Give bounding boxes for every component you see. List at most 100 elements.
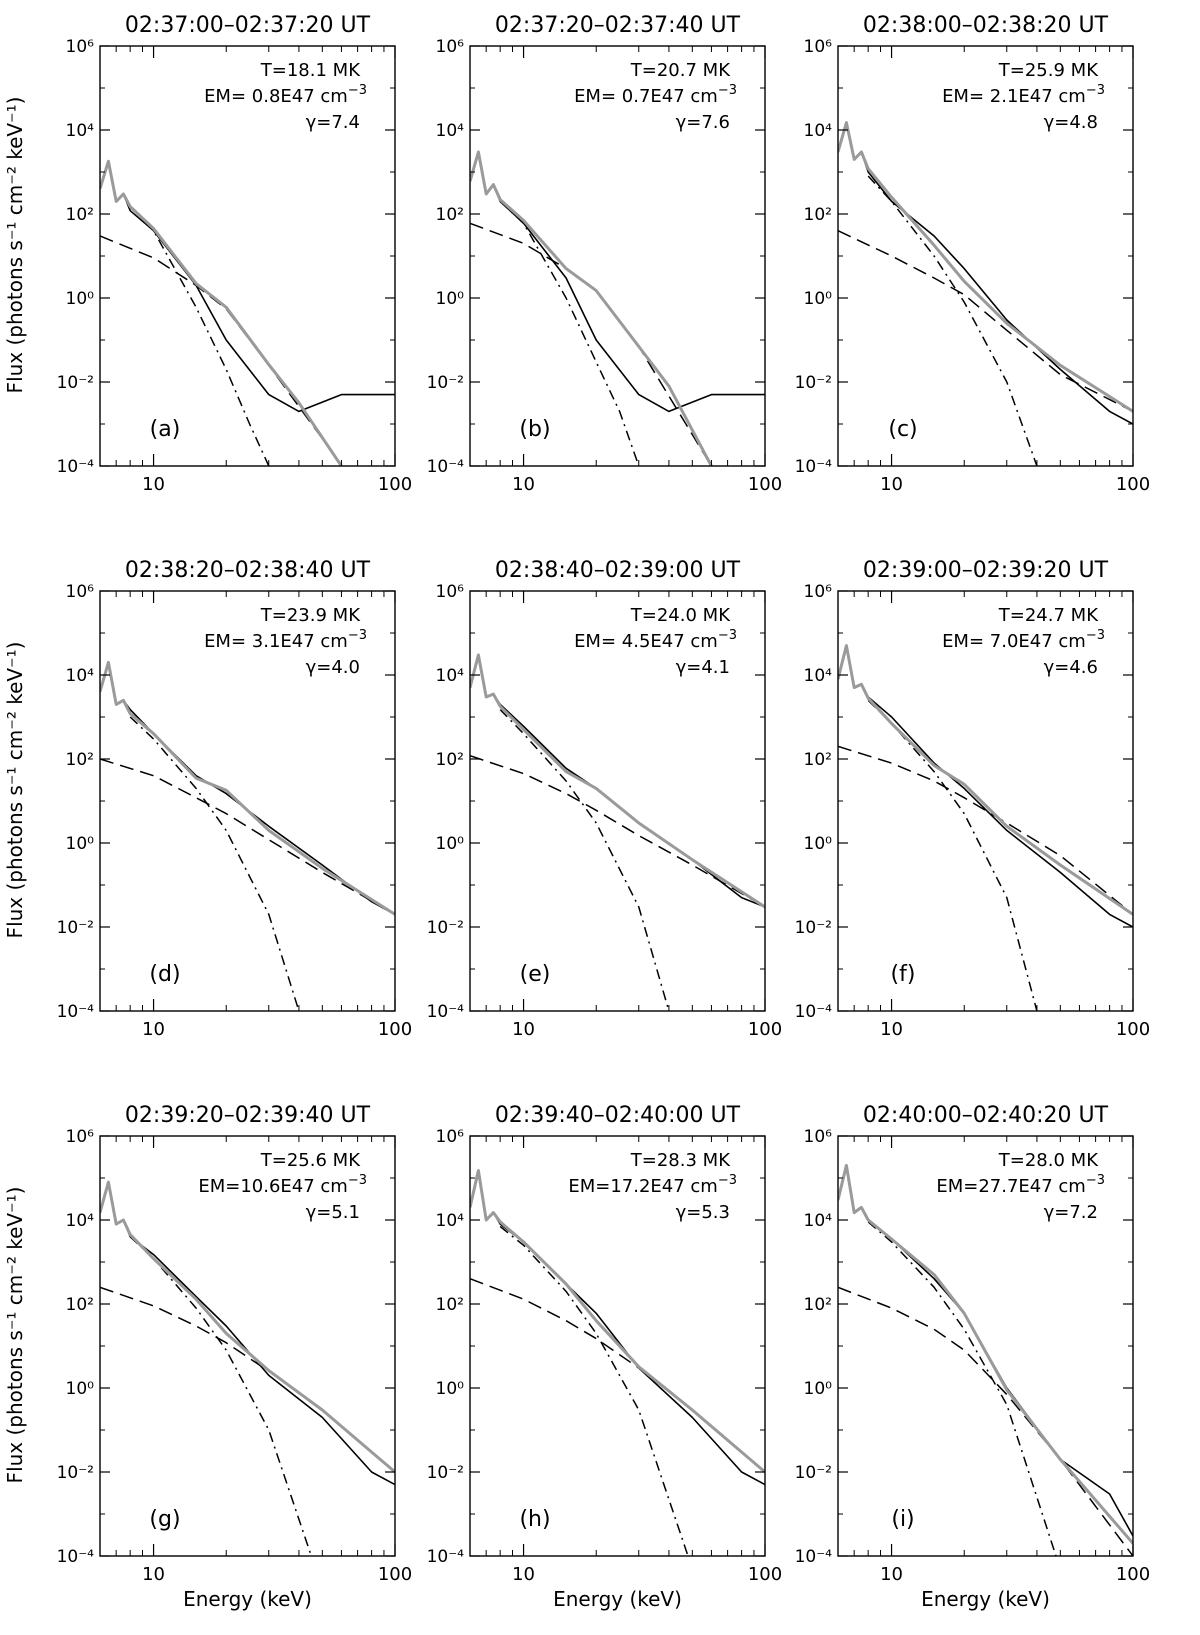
plot-area	[838, 1163, 1133, 1556]
series-line-observed	[470, 654, 765, 908]
temperature-annotation: T=23.9 MK	[260, 605, 361, 626]
plot-frame	[99, 1135, 396, 1557]
panel-label: (g)	[149, 1507, 180, 1532]
y-tick-label: 10⁰	[436, 834, 465, 854]
plot-frame	[99, 590, 396, 1012]
emission-measure-annotation: EM= 2.1E47 cm−3	[942, 83, 1105, 107]
panel-label: (h)	[519, 1507, 550, 1532]
y-tick-label: 10⁶	[804, 37, 833, 57]
series-line-observed	[838, 121, 1133, 425]
spectrum-panel: 10⁻⁴ 10⁻² 10⁰ 10² 10⁴ 10⁶ 10 100 02:40:00–02:40:…	[795, 1103, 1151, 1611]
x-tick-label: 100	[748, 474, 782, 495]
y-tick-label: 10⁴	[66, 666, 95, 686]
gamma-annotation: γ=5.3	[676, 1202, 730, 1223]
series-line-powerlaw	[470, 222, 713, 466]
y-tick-label: 10⁴	[804, 1211, 833, 1231]
series-line-total-fit	[470, 653, 765, 909]
x-tick-label: 10	[142, 1019, 165, 1040]
temperature-annotation: T=20.7 MK	[630, 60, 731, 81]
y-tick-label: 10⁶	[66, 37, 95, 57]
plot-frame	[469, 45, 766, 467]
temperature-annotation: T=24.0 MK	[630, 605, 731, 626]
y-tick-label: 10⁻²	[795, 918, 832, 938]
y-tick-label: 10⁻⁴	[795, 1547, 833, 1567]
emission-measure-annotation: EM=27.7E47 cm−3	[936, 1173, 1105, 1197]
series-line-thermal	[499, 1225, 689, 1556]
y-tick-label: 10²	[436, 750, 464, 770]
y-tick-label: 10⁻⁴	[795, 457, 833, 477]
plot-area	[100, 159, 395, 466]
y-tick-label: 10⁻²	[57, 918, 94, 938]
y-tick-label: 10⁻²	[795, 373, 832, 393]
panel-title: 02:38:40–02:39:00 UT	[495, 558, 741, 583]
series-line-observed	[100, 1181, 395, 1486]
series-line-powerlaw	[838, 1286, 1133, 1556]
panel-title: 02:38:00–02:38:20 UT	[863, 13, 1109, 38]
emission-measure-annotation: EM= 7.0E47 cm−3	[942, 628, 1105, 652]
spectrum-panel: 10⁻⁴ 10⁻² 10⁰ 10² 10⁴ 10⁶ 10 100 02:39:00–02:39:…	[795, 558, 1151, 1040]
emission-measure-annotation: EM= 0.8E47 cm−3	[204, 83, 367, 107]
x-axis-label: Energy (keV)	[553, 1587, 682, 1611]
panel-label: (f)	[891, 962, 916, 987]
panel-title: 02:39:40–02:40:00 UT	[495, 1103, 741, 1128]
x-tick-label: 10	[880, 1564, 903, 1585]
y-tick-label: 10⁻⁴	[57, 457, 95, 477]
gamma-annotation: γ=4.6	[1044, 657, 1098, 678]
series-line-total-fit	[100, 660, 395, 916]
panel-label: (e)	[520, 962, 551, 987]
y-tick-label: 10⁰	[804, 289, 833, 309]
panel-title: 02:39:20–02:39:40 UT	[125, 1103, 371, 1128]
plot-frame	[837, 45, 1134, 467]
y-tick-label: 10⁻⁴	[427, 1002, 465, 1022]
series-line-powerlaw	[470, 1277, 765, 1473]
y-tick-label: 10²	[436, 205, 464, 225]
x-tick-label: 100	[748, 1564, 782, 1585]
y-tick-label: 10⁰	[436, 1379, 465, 1399]
y-axis-label: Flux (photons s⁻¹ cm⁻² keV⁻¹)	[3, 642, 27, 939]
temperature-annotation: T=25.6 MK	[260, 1150, 361, 1171]
y-axis-label: Flux (photons s⁻¹ cm⁻² keV⁻¹)	[3, 97, 27, 394]
series-line-thermal	[129, 716, 300, 1011]
y-tick-label: 10⁴	[436, 1211, 465, 1231]
spectrum-panel: 10⁻⁴ 10⁻² 10⁰ 10² 10⁴ 10⁶ 10 100 02:38:40–02:39:…	[427, 558, 783, 1040]
emission-measure-annotation: EM=17.2E47 cm−3	[568, 1173, 737, 1197]
panel-label: (i)	[891, 1507, 914, 1532]
panel-title: 02:40:00–02:40:20 UT	[863, 1103, 1109, 1128]
emission-measure-annotation: EM=10.6E47 cm−3	[198, 1173, 367, 1197]
spectrum-panel: 10⁻⁴ 10⁻² 10⁰ 10² 10⁴ 10⁶ 10 100 02:37:20–02:37:…	[427, 13, 783, 495]
y-tick-label: 10²	[804, 1295, 832, 1315]
y-tick-label: 10⁻⁴	[57, 1002, 95, 1022]
spectrum-panel: 10⁻⁴ 10⁻² 10⁰ 10² 10⁴ 10⁶ 10 100 02:38:20–02:38:…	[57, 558, 413, 1040]
y-tick-label: 10⁴	[436, 121, 465, 141]
series-line-thermal	[499, 200, 640, 466]
spectrum-panel: 10⁻⁴ 10⁻² 10⁰ 10² 10⁴ 10⁶ 10 100 02:39:20–02:39:…	[57, 1103, 413, 1611]
spectrum-panel: 10⁻⁴ 10⁻² 10⁰ 10² 10⁴ 10⁶ 10 100 02:37:00–02:37:…	[57, 13, 413, 495]
panel-title: 02:37:20–02:37:40 UT	[495, 13, 741, 38]
series-line-observed	[100, 160, 395, 413]
gamma-annotation: γ=7.4	[306, 112, 360, 133]
gamma-annotation: γ=4.8	[1044, 112, 1098, 133]
x-tick-label: 10	[142, 474, 165, 495]
plot-area	[100, 660, 395, 1011]
gamma-annotation: γ=7.6	[676, 112, 730, 133]
y-tick-label: 10⁰	[804, 1379, 833, 1399]
x-tick-label: 10	[880, 1019, 903, 1040]
x-tick-label: 100	[748, 1019, 782, 1040]
y-tick-label: 10⁴	[66, 1211, 95, 1231]
x-tick-label: 100	[1116, 1564, 1150, 1585]
x-tick-label: 10	[512, 1019, 535, 1040]
y-tick-label: 10⁰	[66, 1379, 95, 1399]
temperature-annotation: T=28.3 MK	[630, 1150, 731, 1171]
y-tick-label: 10⁻²	[57, 1463, 94, 1483]
y-tick-label: 10⁶	[804, 1127, 833, 1147]
series-line-powerlaw	[100, 1286, 395, 1473]
series-line-total-fit	[838, 644, 1133, 916]
x-tick-label: 100	[1116, 1019, 1150, 1040]
panel-title: 02:38:20–02:38:40 UT	[125, 558, 371, 583]
x-tick-label: 10	[512, 474, 535, 495]
series-line-powerlaw	[838, 745, 1133, 915]
y-tick-label: 10²	[66, 1295, 94, 1315]
series-line-observed	[100, 661, 395, 916]
y-tick-label: 10⁻²	[427, 1463, 464, 1483]
